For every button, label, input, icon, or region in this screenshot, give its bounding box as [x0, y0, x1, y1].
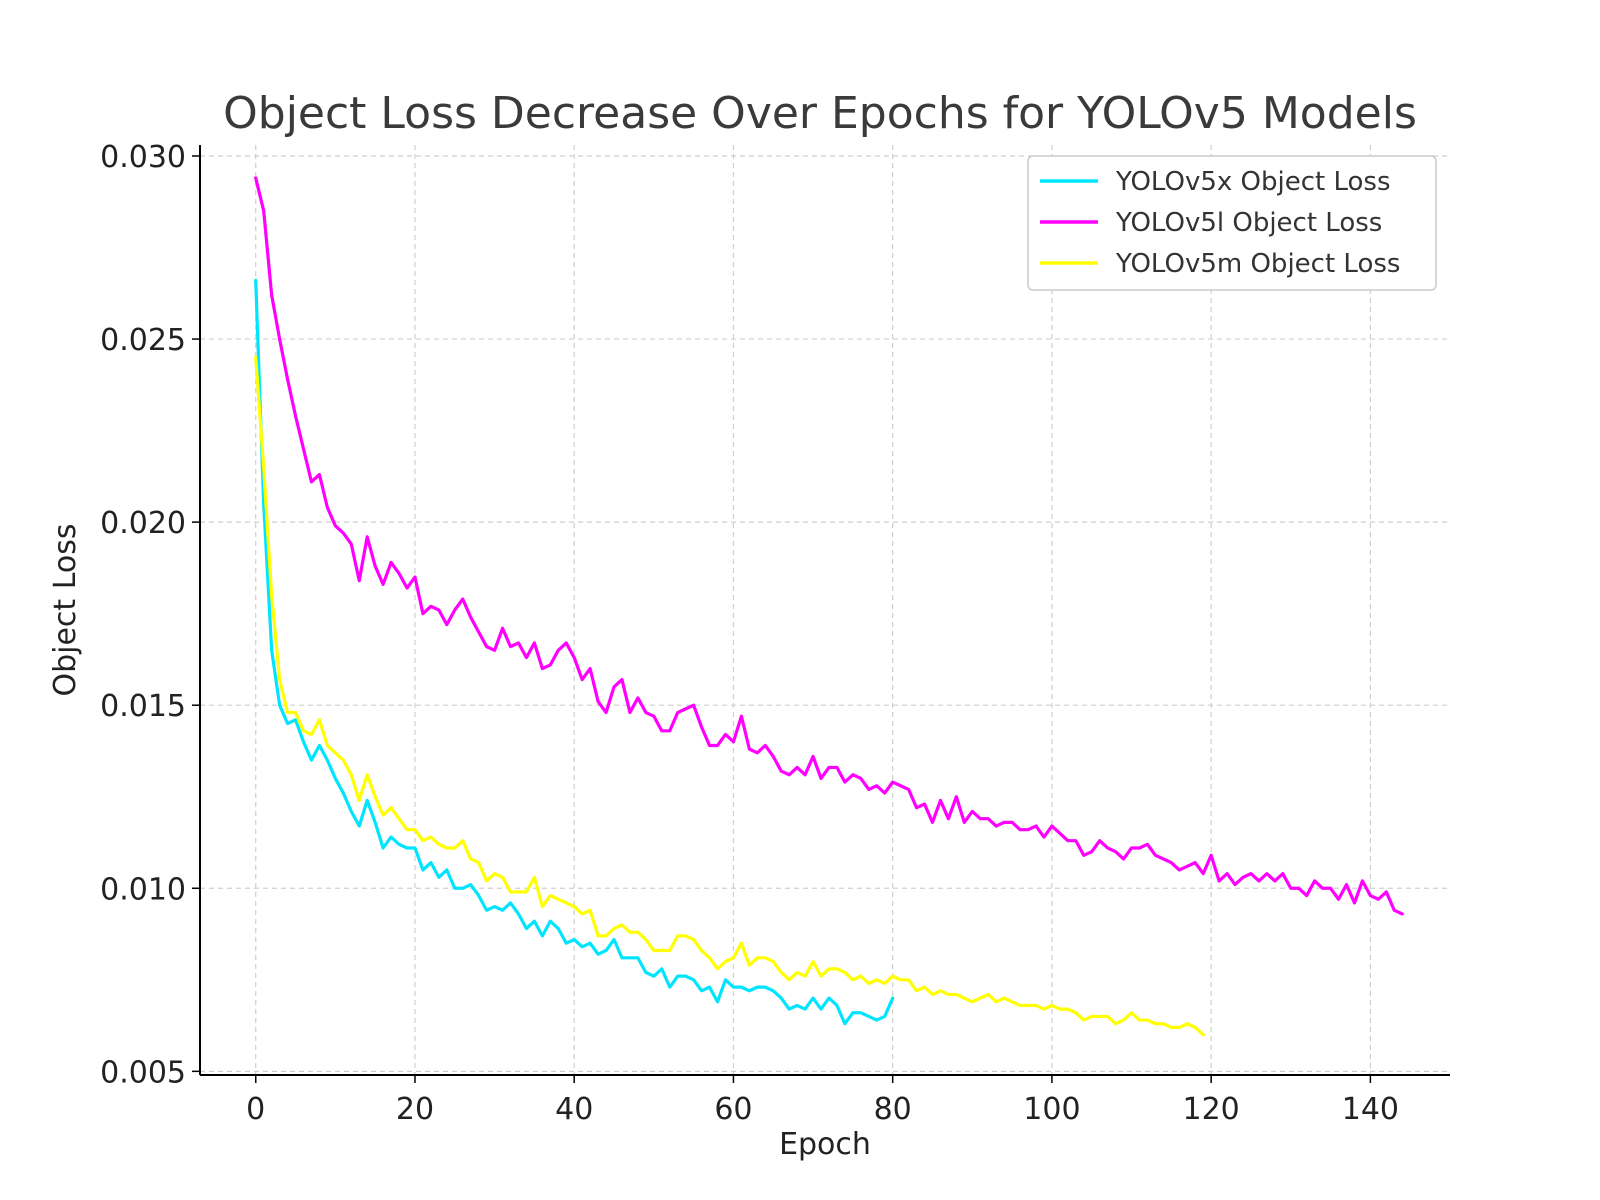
axes — [199, 145, 1450, 1076]
y-tick-label: 0.020 — [100, 506, 186, 541]
legend-label-0: YOLOv5x Object Loss — [1115, 167, 1391, 197]
x-tick-label: 140 — [1342, 1092, 1399, 1127]
x-tick-label: 100 — [1023, 1092, 1080, 1127]
legend-label-2: YOLOv5m Object Loss — [1115, 249, 1400, 279]
series-lines — [254, 176, 1404, 1037]
x-axis-label: Epoch — [779, 1127, 871, 1162]
series-line-1 — [254, 176, 1404, 916]
legend-box — [1027, 155, 1437, 291]
series-line-2 — [254, 355, 1205, 1037]
legend: YOLOv5x Object Loss YOLOv5l Object Loss YO… — [1027, 155, 1437, 291]
x-tick-label: 0 — [246, 1092, 265, 1127]
y-tick-label: 0.030 — [100, 140, 186, 175]
legend-label-1: YOLOv5l Object Loss — [1115, 208, 1382, 238]
legend-items: YOLOv5x Object Loss YOLOv5l Object Loss YO… — [1040, 167, 1400, 279]
series-line-0 — [254, 278, 895, 1026]
x-tick-label: 80 — [874, 1092, 912, 1127]
x-tick-label: 40 — [555, 1092, 593, 1127]
x-tick-label: 60 — [714, 1092, 752, 1127]
y-ticks: 0.005 0.010 0.015 0.020 0.025 0.030 — [100, 140, 200, 1090]
chart-title: Object Loss Decrease Over Epochs for YOL… — [223, 88, 1417, 139]
y-tick-label: 0.010 — [100, 872, 186, 907]
y-tick-label: 0.025 — [100, 323, 186, 358]
x-tick-label: 20 — [396, 1092, 434, 1127]
x-tick-label: 120 — [1183, 1092, 1240, 1127]
y-axis-label: Object Loss — [48, 523, 83, 696]
y-tick-label: 0.005 — [100, 1055, 186, 1090]
grid-lines — [200, 145, 1450, 1075]
x-ticks: 0 20 40 60 80 100 120 140 — [246, 1075, 1399, 1127]
y-tick-label: 0.015 — [100, 689, 186, 724]
